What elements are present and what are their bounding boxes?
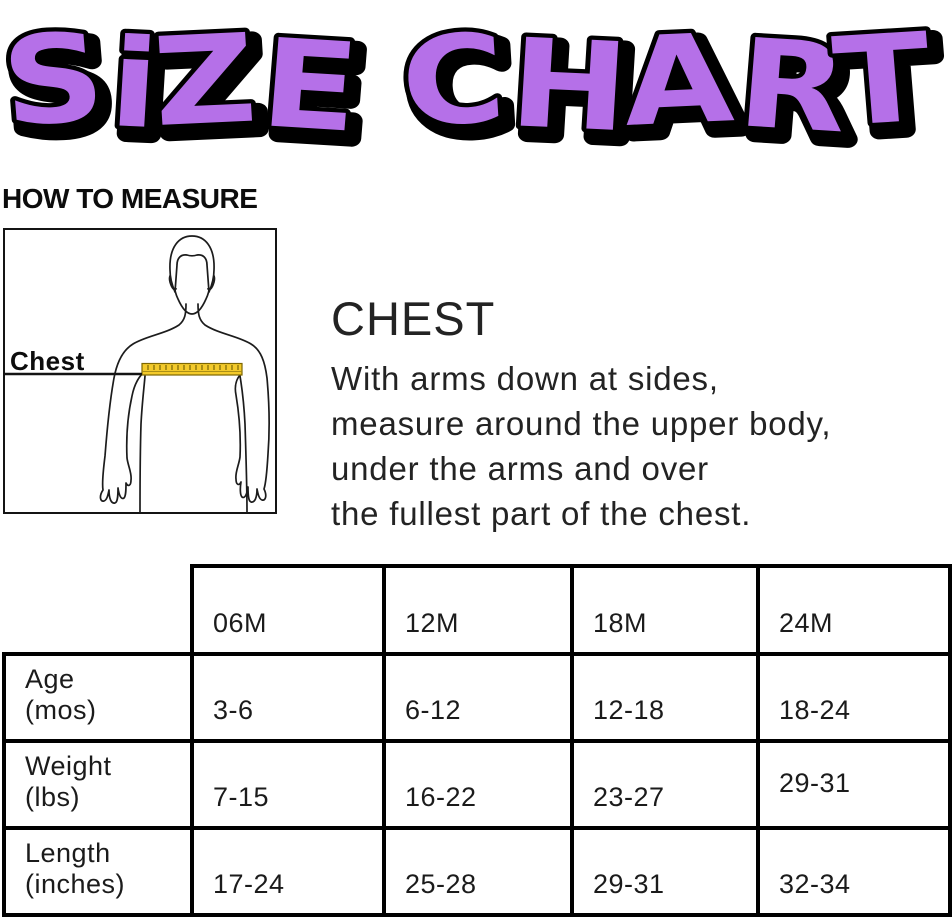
row-label-length: Length (inches): [2, 826, 194, 917]
tape-tick-marks: [147, 365, 239, 370]
tape-band: [141, 362, 243, 376]
column-header-06m: 06M: [190, 564, 386, 656]
left-torso-edge: [139, 375, 146, 513]
table-cell-weight-12m: 16-22: [382, 739, 574, 830]
measure-figure: Chest: [3, 228, 277, 514]
size-chart-title-shadow: SiZE CHART: [5, 13, 943, 165]
table-cell-age-06m: 3-6: [190, 652, 386, 743]
size-table: 06M 12M 18M 24M Age (mos) 3-6 6-12 12-18…: [2, 564, 952, 917]
hair: [169, 235, 215, 293]
table-row-length: Length (inches) 17-24 25-28 29-31 32-34: [2, 826, 952, 917]
row-label-text: Age: [25, 664, 75, 694]
row-label-age: Age (mos): [2, 652, 194, 743]
human-figure-illustration: [99, 235, 270, 513]
table-cell-length-24m: 32-34: [756, 826, 952, 917]
column-header-18m: 18M: [570, 564, 760, 656]
left-arm-outline: [99, 303, 187, 504]
table-cell-age-24m: 18-24: [756, 652, 952, 743]
chest-description-line: measure around the upper body,: [331, 404, 832, 442]
column-header-24m: 24M: [756, 564, 952, 656]
row-label-text: Length: [25, 838, 111, 868]
column-header-12m: 12M: [382, 564, 574, 656]
row-label-unit: (mos): [25, 695, 97, 725]
table-cell-weight-06m: 7-15: [190, 739, 386, 830]
table-cell-length-06m: 17-24: [190, 826, 386, 917]
chest-description-line: the fullest part of the chest.: [331, 494, 752, 532]
chest-description: With arms down at sides, measure around …: [331, 356, 831, 536]
table-cell-weight-24m: 29-31: [756, 739, 952, 830]
table-cell-weight-18m: 23-27: [570, 739, 760, 830]
right-torso-edge: [239, 375, 248, 513]
row-label-unit: (lbs): [25, 782, 80, 812]
row-label-weight: Weight (lbs): [2, 739, 194, 830]
chest-figure-label: Chest: [10, 346, 85, 376]
row-label-text: Weight: [25, 751, 112, 781]
right-arm-outline: [197, 303, 270, 503]
measuring-tape: [141, 362, 243, 376]
title-banner: SiZE CHART SiZE CHART: [0, 1, 951, 165]
size-chart-title: SiZE CHART: [0, 5, 936, 161]
table-cell-age-12m: 6-12: [382, 652, 574, 743]
chest-heading: CHEST: [331, 292, 496, 345]
table-cell-age-18m: 12-18: [570, 652, 760, 743]
table-cell-length-18m: 29-31: [570, 826, 760, 917]
table-row-weight: Weight (lbs) 7-15 16-22 23-27 29-31: [2, 739, 952, 830]
blank-corner-cell: [4, 566, 192, 654]
row-label-unit: (inches): [25, 869, 126, 899]
how-to-measure-heading: HOW TO MEASURE: [2, 183, 258, 214]
size-table-header-row: 06M 12M 18M 24M: [4, 564, 952, 656]
table-row-age: Age (mos) 3-6 6-12 12-18 18-24: [2, 652, 952, 743]
chest-description-line: under the arms and over: [331, 449, 709, 487]
table-cell-length-12m: 25-28: [382, 826, 574, 917]
chest-description-line: With arms down at sides,: [331, 359, 719, 397]
chest-instructions: CHEST With arms down at sides, measure a…: [331, 293, 831, 536]
